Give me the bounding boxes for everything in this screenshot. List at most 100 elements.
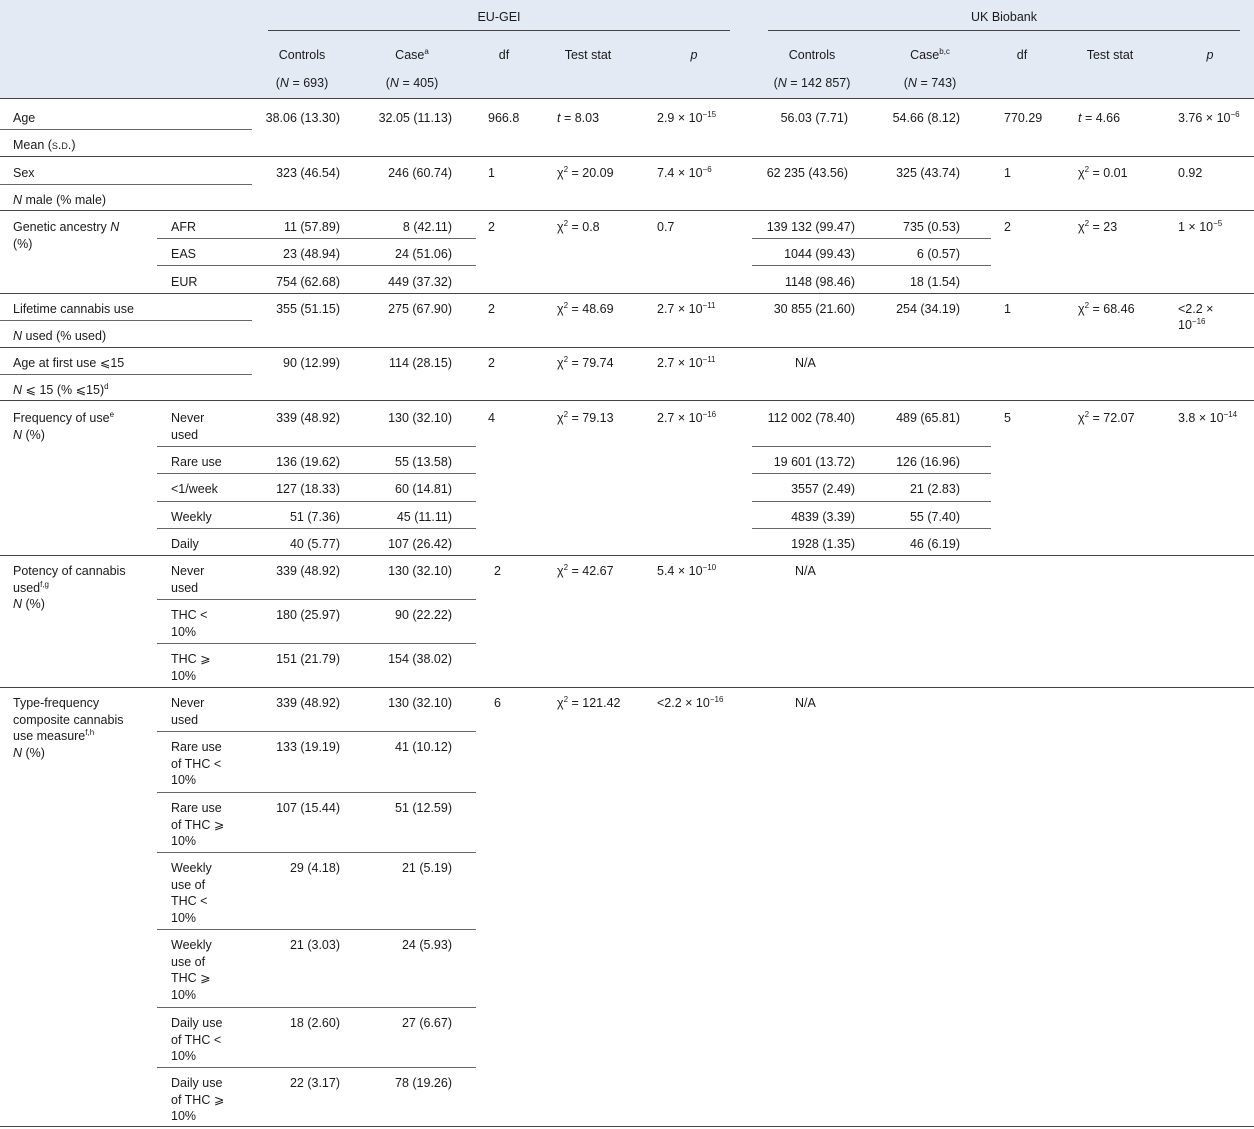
ancestry-uk-controls-eas: 1044 (99.43) xyxy=(784,247,855,261)
age-uk-case: 54.66 (8.12) xyxy=(892,111,960,125)
typefreq-eu-controls-daily-low: 18 (2.60) xyxy=(289,1016,340,1030)
potency-uk-na: N/A xyxy=(795,564,816,578)
lifetime-uk-controls: 30 855 (21.60) xyxy=(773,302,855,316)
frequency-label: Frequency of usee N (%) xyxy=(13,410,115,442)
age-uk-stat: t = 4.66 xyxy=(1078,111,1121,125)
ancestry-sub-afr: AFR xyxy=(171,220,196,234)
potency-eu-case-thc-high: 154 (38.02) xyxy=(388,652,452,666)
typefreq-eu-sub-rule xyxy=(157,731,476,732)
typefreq-eu-controls-weekly-low: 29 (4.18) xyxy=(289,861,340,875)
frequency-eu-sub-rule xyxy=(157,528,476,529)
typefreq-eu-df: 6 xyxy=(494,696,501,710)
potency-sub-thc-low: THC < 10% xyxy=(171,608,208,639)
firstuse-label-rule xyxy=(0,374,252,375)
age-eu-df: 966.8 xyxy=(488,111,520,125)
age-eu-stat: t = 8.03 xyxy=(557,111,600,125)
frequency-eu-df: 4 xyxy=(488,411,495,425)
eu-test-stat-header: Test stat xyxy=(564,48,612,62)
firstuse-label: Age at first use ⩽15 xyxy=(13,356,125,370)
eu-p-header: p xyxy=(690,48,698,62)
sex-label: Sex xyxy=(13,166,35,180)
frequency-uk-case-daily: 46 (6.19) xyxy=(909,537,960,551)
ancestry-eu-sub-rule xyxy=(157,265,476,266)
uk-df-header: df xyxy=(1016,48,1028,62)
ancestry-uk-controls-eur: 1148 (98.46) xyxy=(785,275,855,289)
eu-case-header: Casea xyxy=(395,47,429,63)
typefreq-eu-case-rare-high: 51 (12.59) xyxy=(395,801,452,815)
age-eu-case: 32.05 (11.13) xyxy=(378,111,452,125)
frequency-sub-never: Never used xyxy=(171,411,205,442)
frequency-uk-sub-rule xyxy=(752,501,991,502)
potency-eu-controls-never: 339 (48.92) xyxy=(276,564,340,578)
lifetime-eu-p: 2.7 × 10−11 xyxy=(657,301,716,317)
row-separator xyxy=(0,347,1254,348)
eu-controls-n: (N = 693) xyxy=(275,76,329,90)
firstuse-eu-df: 2 xyxy=(488,356,495,370)
frequency-uk-controls-weekly: 4839 (3.39) xyxy=(791,510,855,524)
ancestry-eu-case-afr: 8 (42.11) xyxy=(402,220,452,234)
ancestry-sub-eas: EAS xyxy=(171,247,197,261)
sex-uk-controls: 62 235 (43.56) xyxy=(766,166,848,180)
ancestry-eu-stat: χ2 = 0.8 xyxy=(557,219,600,235)
frequency-uk-stat: χ2 = 72.07 xyxy=(1078,410,1135,426)
typefreq-eu-sub-rule xyxy=(157,792,476,793)
ancestry-eu-sub-rule xyxy=(157,238,476,239)
ancestry-eu-controls-eas: 23 (48.94) xyxy=(283,247,340,261)
eu-group-rule xyxy=(268,30,730,31)
ancestry-uk-controls-afr: 139 132 (99.47) xyxy=(766,220,855,234)
age-eu-controls: 38.06 (13.30) xyxy=(265,111,340,125)
typefreq-eu-sub-rule xyxy=(157,1067,476,1068)
frequency-sub-less-weekly: <1/week xyxy=(171,482,218,496)
age-uk-p: 3.76 × 10−6 xyxy=(1178,110,1240,126)
ancestry-uk-stat: χ2 = 23 xyxy=(1078,219,1118,235)
uk-controls-n: (N = 142 857) xyxy=(773,76,851,90)
lifetime-uk-p: <2.2 × 10−16 xyxy=(1178,302,1214,332)
firstuse-sublabel: N ⩽ 15 (% ⩽15)d xyxy=(13,382,109,398)
uk-group-rule xyxy=(768,30,1240,31)
potency-sub-thc-high: THC ⩾ 10% xyxy=(171,652,211,683)
frequency-eu-case-never: 130 (32.10) xyxy=(388,411,452,425)
potency-eu-p: 5.4 × 10−10 xyxy=(657,563,717,579)
frequency-uk-sub-rule xyxy=(752,446,991,447)
sex-eu-p: 7.4 × 10−6 xyxy=(657,165,712,181)
ancestry-uk-p: 1 × 10−5 xyxy=(1178,219,1223,235)
potency-label: Potency of cannabis usedf,g N (%) xyxy=(13,564,126,611)
typefreq-eu-case-daily-high: 78 (19.26) xyxy=(395,1076,452,1090)
ancestry-eu-case-eur: 449 (37.32) xyxy=(388,275,452,289)
typefreq-sub-never: Never used xyxy=(171,696,205,727)
frequency-uk-controls-daily: 1928 (1.35) xyxy=(791,537,855,551)
sex-sublabel: N male (% male) xyxy=(13,193,107,207)
sex-label-rule xyxy=(0,184,252,185)
eu-gei-group-header: EU-GEI xyxy=(477,10,521,24)
ancestry-uk-df: 2 xyxy=(1004,220,1011,234)
age-uk-df: 770.29 xyxy=(1004,111,1043,125)
lifetime-eu-stat: χ2 = 48.69 xyxy=(557,301,614,317)
frequency-uk-controls-less-weekly: 3557 (2.49) xyxy=(791,482,855,496)
potency-eu-sub-rule xyxy=(157,599,476,600)
lifetime-eu-df: 2 xyxy=(488,302,495,316)
ancestry-uk-sub-rule xyxy=(752,238,991,239)
typefreq-eu-case-weekly-low: 21 (5.19) xyxy=(401,861,452,875)
uk-biobank-group-header: UK Biobank xyxy=(970,10,1037,24)
typefreq-eu-case-weekly-high: 24 (5.93) xyxy=(401,938,452,952)
ancestry-eu-df: 2 xyxy=(488,220,495,234)
potency-eu-case-never: 130 (32.10) xyxy=(388,564,452,578)
typefreq-sub-rare-low: Rare use of THC < 10% xyxy=(171,740,222,787)
ancestry-uk-case-eas: 6 (0.57) xyxy=(916,247,960,261)
lifetime-eu-controls: 355 (51.15) xyxy=(276,302,340,316)
uk-p-header: p xyxy=(1206,48,1214,62)
row-separator xyxy=(0,293,1254,294)
frequency-uk-case-never: 489 (65.81) xyxy=(896,411,960,425)
sex-eu-stat: χ2 = 20.09 xyxy=(557,165,614,181)
typefreq-eu-case-daily-low: 27 (6.67) xyxy=(401,1016,452,1030)
lifetime-uk-df: 1 xyxy=(1004,302,1011,316)
frequency-uk-case-weekly: 55 (7.40) xyxy=(909,510,960,524)
frequency-eu-stat: χ2 = 79.13 xyxy=(557,410,614,426)
potency-eu-controls-thc-low: 180 (25.97) xyxy=(276,608,340,622)
frequency-eu-controls-weekly: 51 (7.36) xyxy=(289,510,340,524)
frequency-uk-controls-rare: 19 601 (13.72) xyxy=(773,455,855,469)
firstuse-eu-p: 2.7 × 10−11 xyxy=(657,355,716,371)
frequency-eu-case-rare: 55 (13.58) xyxy=(395,455,452,469)
typefreq-eu-case-rare-low: 41 (10.12) xyxy=(395,740,452,754)
